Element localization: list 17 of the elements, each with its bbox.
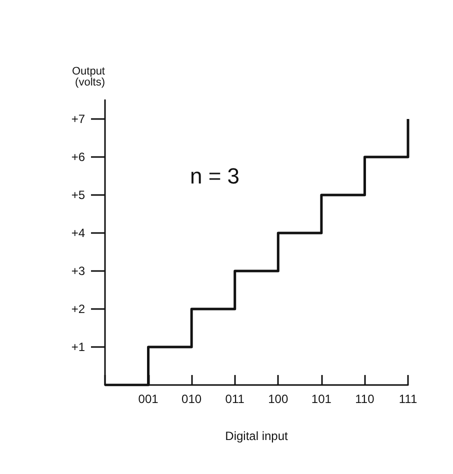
y-tick-label: +4 [71, 226, 86, 240]
annotation: n = 3 [190, 164, 240, 188]
x-tick-label: 110 [355, 392, 375, 406]
x-tick-label: 100 [268, 392, 288, 406]
y-tick-label: +7 [71, 112, 86, 126]
x-tick-label: 010 [182, 392, 202, 406]
y-axis-title: Output (volts) [72, 66, 105, 88]
y-tick-label: +1 [71, 340, 86, 354]
x-tick-label: 001 [138, 392, 159, 406]
y-tick-label: +2 [71, 302, 86, 316]
x-tick-label: 101 [311, 392, 332, 406]
x-axis-title: Digital input [225, 429, 289, 443]
y-tick-label: +5 [71, 188, 86, 202]
y-tick-label: +3 [71, 264, 86, 278]
x-tick-label: 111 [398, 392, 418, 406]
x-tick-label: 011 [225, 392, 245, 406]
y-tick-label: +6 [71, 150, 86, 164]
